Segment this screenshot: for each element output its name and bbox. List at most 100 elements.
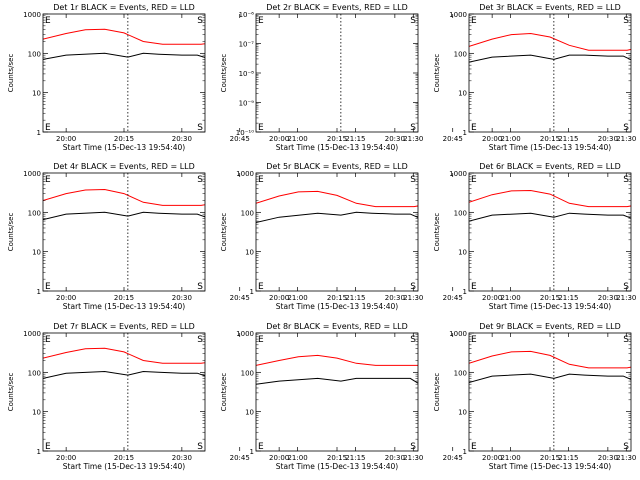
y-axis-label: Counts/sec: [7, 373, 15, 412]
y-tick-label: 1000: [236, 170, 254, 178]
y-axis-label: Counts/sec: [433, 213, 441, 252]
events-series-line: [43, 52, 205, 60]
y-tick-label: 1000: [449, 11, 467, 19]
x-tick-label: 20:15: [540, 294, 560, 302]
x-tick-label: 20:45: [443, 135, 463, 143]
events-series-line: [469, 212, 631, 222]
x-tick-label: 20:30: [172, 454, 192, 462]
panel-title: Det 4r BLACK = Events, RED = LLD: [53, 162, 195, 171]
flag-label-top: E: [471, 335, 477, 345]
lld-series-line: [469, 32, 631, 51]
y-tick-label: 10: [245, 409, 254, 417]
y-tick-label: 1000: [449, 330, 467, 338]
x-tick-label: 21:15: [558, 454, 578, 462]
y-axis-label: Counts/sec: [220, 213, 228, 252]
x-tick-label: 21:00: [287, 135, 307, 143]
x-tick-label: 20:30: [598, 135, 618, 143]
panel-title: Det 7r BLACK = Events, RED = LLD: [53, 322, 195, 331]
y-tick-label: 1: [463, 129, 467, 137]
flag-label-bottom: E: [471, 442, 477, 452]
flag-label-bottom: S: [410, 282, 416, 292]
flag-label-bottom: E: [471, 282, 477, 292]
x-axis-label: Start Time (15-Dec-13 19:54:40): [276, 143, 398, 152]
lld-series-line: [43, 188, 205, 206]
flag-label-bottom: E: [471, 123, 477, 133]
y-tick-label: 1: [37, 448, 41, 456]
plot-frame: [255, 332, 419, 452]
panel-det-1: Det 1r BLACK = Events, RED = LLDEESS20:0…: [7, 3, 423, 152]
plot-frame: [468, 332, 632, 452]
flag-label-top: E: [471, 175, 477, 185]
flag-label-top: S: [410, 175, 416, 185]
panel-det-2: Det 2r BLACK = Events, RED = LLDEESS20:0…: [220, 3, 636, 152]
panel-det-5: Det 5r BLACK = Events, RED = LLDEESS20:0…: [220, 162, 636, 311]
x-tick-label: 21:15: [558, 294, 578, 302]
events-series-line: [43, 211, 205, 221]
y-tick-label: 10: [32, 90, 41, 98]
flag-label-bottom: S: [623, 123, 629, 133]
x-tick-label: 21:15: [345, 454, 365, 462]
x-axis-label: Start Time (15-Dec-13 19:54:40): [63, 143, 185, 152]
panel-title: Det 1r BLACK = Events, RED = LLD: [53, 3, 195, 12]
y-tick-label: 1000: [449, 170, 467, 178]
x-tick-label: 21:00: [287, 454, 307, 462]
flag-label-top: E: [45, 175, 51, 185]
x-tick-label: 20:30: [598, 294, 618, 302]
lld-series-line: [469, 189, 631, 208]
x-tick-label: 21:00: [500, 294, 520, 302]
events-series-line: [469, 54, 631, 63]
events-series-line: [469, 373, 631, 383]
x-tick-label: 21:30: [616, 135, 636, 143]
y-tick-label: 100: [28, 209, 41, 217]
flag-label-bottom: S: [197, 123, 203, 133]
y-axis-label: Counts/sec: [220, 373, 228, 412]
panel-title: Det 9r BLACK = Events, RED = LLD: [479, 322, 621, 331]
x-tick-label: 21:15: [345, 294, 365, 302]
events-series-line: [256, 211, 418, 223]
x-tick-label: 21:15: [345, 135, 365, 143]
panel-title: Det 6r BLACK = Events, RED = LLD: [479, 162, 621, 171]
x-tick-label: 20:00: [269, 294, 289, 302]
flag-label-top: S: [410, 16, 416, 26]
y-tick-label: 1000: [23, 170, 41, 178]
y-tick-label: 10⁻⁹: [239, 100, 255, 108]
flag-label-top: E: [471, 16, 477, 26]
flag-label-bottom: E: [258, 282, 264, 292]
x-tick-label: 20:00: [56, 135, 76, 143]
y-tick-label: 1000: [236, 330, 254, 338]
panel-det-3: Det 3r BLACK = Events, RED = LLDEESS20:0…: [433, 3, 632, 152]
y-tick-label: 100: [241, 369, 254, 377]
flag-label-bottom: S: [197, 442, 203, 452]
x-axis-label: Start Time (15-Dec-13 19:54:40): [63, 462, 185, 471]
flag-label-top: E: [45, 335, 51, 345]
x-tick-label: 20:00: [269, 454, 289, 462]
flag-label-bottom: S: [197, 282, 203, 292]
flag-label-bottom: E: [258, 442, 264, 452]
x-tick-label: 21:30: [403, 454, 423, 462]
y-tick-label: 10: [458, 249, 467, 257]
y-tick-label: 100: [28, 369, 41, 377]
y-tick-label: 1000: [23, 11, 41, 19]
plot-frame: [255, 13, 419, 133]
x-tick-label: 20:30: [385, 135, 405, 143]
x-tick-label: 20:00: [482, 135, 502, 143]
x-tick-label: 20:00: [482, 294, 502, 302]
y-tick-label: 10⁻⁷: [239, 41, 255, 49]
x-tick-label: 21:15: [558, 135, 578, 143]
flag-label-top: S: [410, 335, 416, 345]
y-tick-label: 1: [37, 288, 41, 296]
x-axis-label: Start Time (15-Dec-13 19:54:40): [63, 302, 185, 311]
y-axis-label: Counts/sec: [7, 54, 15, 93]
y-tick-label: 10⁻⁶: [239, 11, 255, 19]
x-tick-label: 20:15: [114, 135, 134, 143]
x-tick-label: 21:30: [616, 294, 636, 302]
plot-frame: [255, 172, 419, 292]
panel-det-7: Det 7r BLACK = Events, RED = LLDEESS20:0…: [7, 322, 423, 471]
x-tick-label: 20:15: [540, 135, 560, 143]
flag-label-top: S: [623, 335, 629, 345]
plot-frame: [468, 172, 632, 292]
x-tick-label: 21:00: [500, 454, 520, 462]
panel-title: Det 3r BLACK = Events, RED = LLD: [479, 3, 621, 12]
x-tick-label: 20:00: [482, 454, 502, 462]
